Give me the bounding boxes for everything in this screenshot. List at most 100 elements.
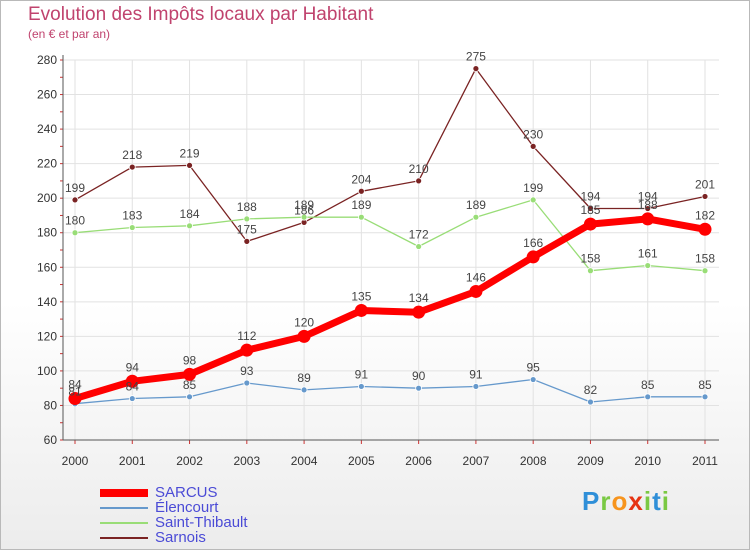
point-elencourt	[529, 376, 537, 383]
data-label-sarnois: 194	[638, 190, 658, 204]
data-label-elencourt: 93	[240, 364, 254, 378]
data-label-elencourt: 89	[297, 371, 311, 385]
point-saint-thibault	[186, 222, 193, 230]
logo-letter: o	[611, 486, 629, 516]
point-sarnois	[587, 205, 594, 212]
data-label-sarcus: 185	[580, 203, 600, 217]
data-label-saint-thibault: 189	[351, 198, 371, 212]
legend-label: Élencourt	[155, 499, 219, 516]
data-label-elencourt: 82	[584, 383, 598, 397]
y-tick-label: 260	[37, 88, 57, 102]
data-label-saint-thibault: 189	[294, 198, 314, 212]
legend-swatch	[100, 522, 148, 524]
point-saint-thibault	[644, 262, 652, 269]
point-saint-thibault	[243, 215, 251, 223]
data-label-saint-thibault: 158	[695, 252, 715, 266]
point-sarnois	[186, 161, 193, 169]
x-tick-label: 2004	[291, 454, 318, 468]
series-line-saint-thibault	[74, 199, 706, 272]
data-label-sarcus: 188	[638, 198, 658, 212]
data-label-sarnois: 204	[351, 172, 371, 186]
point-sarnois	[644, 205, 652, 212]
data-label-saint-thibault: 172	[409, 228, 429, 242]
point-sarnois	[357, 187, 365, 195]
gridlines	[63, 59, 719, 441]
data-label-elencourt: 90	[412, 369, 426, 383]
data-label-saint-thibault: 180	[65, 214, 85, 228]
series-line-sarnois	[74, 67, 706, 243]
data-label-saint-thibault: 199	[523, 181, 543, 195]
data-label-saint-thibault: 189	[466, 198, 486, 212]
data-label-sarcus: 98	[183, 353, 197, 367]
data-label-elencourt: 85	[698, 378, 712, 392]
x-tick-label: 2010	[634, 454, 661, 468]
data-label-elencourt: 81	[68, 385, 82, 399]
legend-swatch	[100, 507, 148, 509]
point-elencourt	[128, 395, 136, 402]
point-sarnois	[415, 177, 423, 185]
legend: SARCUS Élencourt Saint-Thibault Sarnois	[100, 485, 300, 545]
y-tick-label: 180	[37, 226, 57, 240]
data-label-saint-thibault: 188	[237, 200, 257, 214]
point-sarcus	[583, 217, 597, 231]
x-tick-label: 2007	[463, 454, 490, 468]
x-tick-label: 2001	[119, 454, 146, 468]
point-sarcus	[641, 212, 655, 226]
data-label-sarcus: 112	[237, 329, 256, 343]
point-saint-thibault	[128, 224, 136, 231]
data-labels: 199 218 219 175 186 204 210 275 230 194 194 201 180 1…	[65, 50, 715, 399]
logo-letter: P	[582, 486, 601, 516]
x-tick-label: 2005	[348, 454, 375, 468]
x-tick-label: 2011	[692, 454, 718, 468]
legend-item: Élencourt	[100, 500, 300, 515]
axes: 60 80 100 120 140 160 180 200 220 240 260 280 2000 20…	[37, 53, 719, 468]
data-label-sarnois: 230	[523, 127, 543, 141]
data-label-saint-thibault: 183	[122, 209, 142, 223]
point-saint-thibault	[529, 196, 537, 204]
point-saint-thibault	[472, 213, 480, 221]
point-sarcus	[698, 222, 712, 236]
y-tick-label: 120	[37, 329, 57, 343]
legend-item: Saint-Thibault	[100, 515, 300, 530]
data-label-sarnois: 275	[466, 50, 486, 64]
point-sarcus	[412, 305, 426, 319]
point-sarcus	[354, 303, 368, 317]
y-tick-label: 240	[37, 122, 57, 136]
point-sarcus	[68, 392, 82, 406]
data-label-sarnois: 194	[580, 190, 600, 204]
point-sarnois	[128, 163, 136, 171]
legend-label: Sarnois	[155, 529, 206, 546]
point-elencourt	[644, 393, 652, 401]
legend-item: SARCUS	[100, 485, 300, 500]
y-tick-label: 60	[44, 433, 58, 447]
legend-label: Saint-Thibault	[155, 514, 248, 531]
proxiti-logo: Proxiti	[582, 486, 670, 517]
data-label-sarnois: 186	[294, 203, 314, 217]
y-tick-label: 200	[37, 191, 57, 205]
logo-letter: i	[643, 486, 653, 516]
point-sarcus	[297, 329, 311, 343]
point-sarnois	[701, 193, 709, 200]
data-label-elencourt: 91	[469, 367, 483, 381]
y-tick-label: 80	[44, 398, 58, 412]
logo-letter: i	[661, 486, 670, 516]
x-tick-label: 2006	[405, 454, 432, 468]
data-label-saint-thibault: 161	[638, 247, 658, 261]
legend-label: SARCUS	[155, 484, 218, 501]
legend-swatch	[100, 489, 148, 497]
legend-swatch	[100, 537, 148, 539]
data-label-saint-thibault: 184	[180, 207, 200, 221]
logo-letter: x	[628, 486, 644, 516]
point-elencourt	[243, 379, 251, 387]
point-sarcus	[240, 343, 254, 357]
y-tick-label: 160	[37, 260, 57, 274]
data-label-sarcus: 120	[294, 315, 314, 329]
point-sarcus	[125, 374, 139, 388]
point-sarcus	[183, 367, 197, 381]
series-line-elencourt	[74, 378, 706, 405]
point-elencourt	[472, 383, 480, 390]
y-tick-label: 140	[37, 295, 57, 309]
x-tick-label: 2009	[577, 454, 604, 468]
